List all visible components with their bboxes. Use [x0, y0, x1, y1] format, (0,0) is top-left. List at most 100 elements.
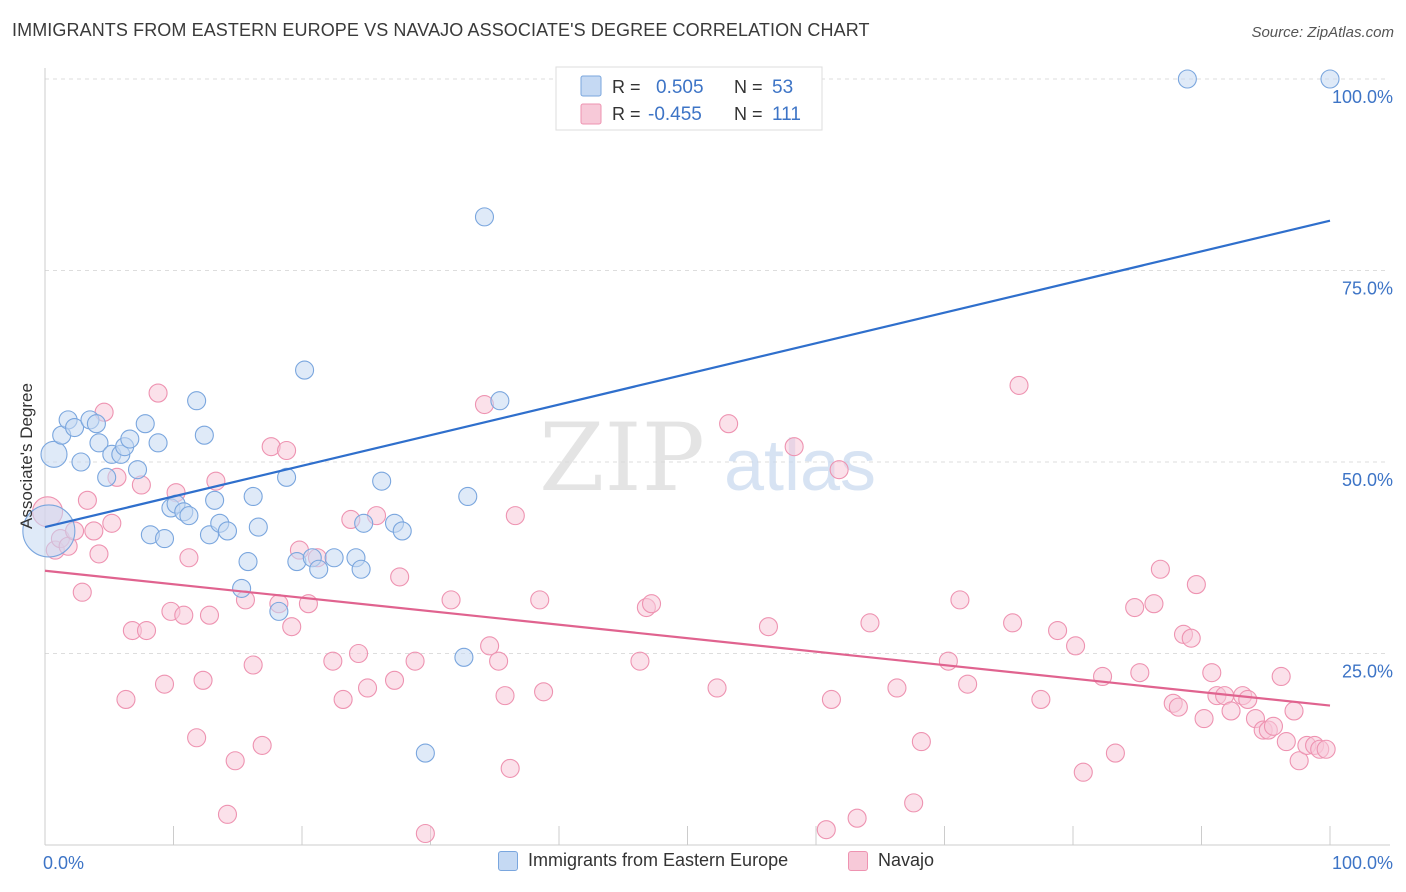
navajo-point [277, 440, 297, 461]
eastern-europe-point [194, 425, 214, 445]
navajo-point [950, 590, 970, 610]
trend-lines [44, 219, 1331, 707]
navajo-point [1238, 689, 1258, 710]
stats-legend: R = 0.505 N = 53 R = -0.455 N = 111 [555, 66, 823, 131]
navajo-point [505, 506, 525, 526]
eastern-europe-point [65, 417, 85, 438]
legend-swatch-pink [848, 850, 868, 871]
navajo-point [357, 678, 378, 698]
eastern-europe-points [22, 69, 1340, 763]
source-label: Source: ZipAtlas.com [1251, 24, 1394, 41]
watermark-atlas: atlas [724, 426, 876, 506]
eastern-europe-point [120, 429, 140, 449]
x-tick-label: 0.0% [43, 853, 84, 873]
stats-swatch-blue [580, 75, 602, 97]
navajo-point [199, 605, 220, 625]
trend-line-navajo [44, 569, 1331, 707]
navajo-point [1263, 716, 1284, 736]
eastern-europe-point [295, 360, 315, 380]
eastern-europe-point [205, 490, 225, 510]
navajo-point [707, 678, 727, 698]
navajo-point [847, 808, 867, 828]
navajo-point [1271, 666, 1291, 687]
navajo-point [1284, 701, 1304, 721]
eastern-europe-point [243, 486, 263, 507]
navajo-point [1316, 739, 1336, 759]
navajo-point [154, 674, 175, 694]
eastern-europe-point [1320, 69, 1340, 89]
navajo-point [390, 567, 410, 587]
navajo-point [136, 620, 157, 641]
stats-r-label-pink: R = [612, 104, 641, 124]
stats-n-label-blue: N = [734, 77, 763, 97]
x-tick-label: 100.0% [1332, 853, 1393, 873]
eastern-europe-point [135, 414, 155, 434]
y-tick-label: 25.0% [1342, 662, 1393, 682]
stats-n-label-pink: N = [734, 104, 763, 124]
navajo-point [217, 804, 238, 824]
eastern-europe-point [1177, 69, 1197, 89]
navajo-point [1066, 636, 1086, 656]
eastern-europe-point [354, 513, 374, 533]
eastern-europe-point [490, 391, 510, 411]
eastern-europe-point [238, 552, 258, 572]
navajo-point [441, 590, 461, 610]
navajo-point [225, 751, 245, 771]
navajo-point [1130, 663, 1150, 683]
legend-item-navajo: Navajo [848, 850, 934, 871]
eastern-europe-point [277, 467, 297, 487]
stats-swatch-pink [580, 103, 602, 125]
navajo-point [323, 651, 343, 671]
navajo-point [148, 383, 168, 403]
eastern-europe-point [351, 559, 371, 579]
navajo-point [77, 490, 97, 510]
navajo-point [530, 590, 550, 610]
stats-r-value-pink: -0.455 [648, 104, 702, 125]
navajo-point [1125, 597, 1145, 618]
eastern-europe-point [324, 548, 344, 568]
eastern-europe-point [179, 506, 199, 526]
navajo-point [860, 613, 880, 633]
eastern-europe-point [40, 440, 68, 468]
eastern-europe-point [127, 460, 148, 480]
navajo-point [1289, 751, 1309, 771]
watermark-zip: ZIP [539, 404, 705, 513]
navajo-point [89, 544, 109, 564]
eastern-europe-point [86, 414, 106, 434]
navajo-point [1003, 613, 1023, 633]
navajo-point [405, 651, 425, 671]
navajo-point [282, 617, 302, 637]
navajo-point [958, 674, 978, 694]
axis-layer: 25.0% 50.0% 75.0% 100.0% 0.0% 100.0% [43, 68, 1393, 873]
legend-swatch-blue [498, 850, 518, 871]
navajo-point [758, 617, 779, 637]
navajo-point [1048, 620, 1068, 641]
y-tick-label: 75.0% [1342, 279, 1393, 299]
navajo-point [174, 605, 194, 625]
navajo-point [904, 793, 924, 813]
navajo-point [500, 758, 520, 778]
navajo-point [102, 513, 122, 533]
eastern-europe-point [474, 207, 495, 227]
eastern-europe-point [454, 647, 474, 667]
y-tick-label: 50.0% [1342, 470, 1393, 490]
series-legend: Immigrants from Eastern Europe Navajo [0, 850, 1406, 880]
trend-line-eastern-europe [44, 219, 1331, 529]
navajo-point [911, 732, 931, 752]
navajo-point [333, 689, 353, 710]
navajo-point [719, 414, 739, 434]
eastern-europe-point [392, 521, 412, 541]
navajo-point [1181, 628, 1201, 648]
stats-n-value-blue: 53 [772, 77, 793, 98]
navajo-point [816, 820, 836, 840]
watermark: ZIP atlas [539, 404, 876, 513]
navajo-point [1144, 594, 1164, 614]
stats-r-value-blue: 0.505 [656, 77, 704, 98]
eastern-europe-point [154, 529, 175, 549]
navajo-point [1073, 762, 1093, 782]
eastern-europe-point [458, 486, 478, 507]
navajo-point [243, 655, 263, 675]
navajo-point [938, 651, 958, 671]
eastern-europe-point [97, 467, 117, 487]
